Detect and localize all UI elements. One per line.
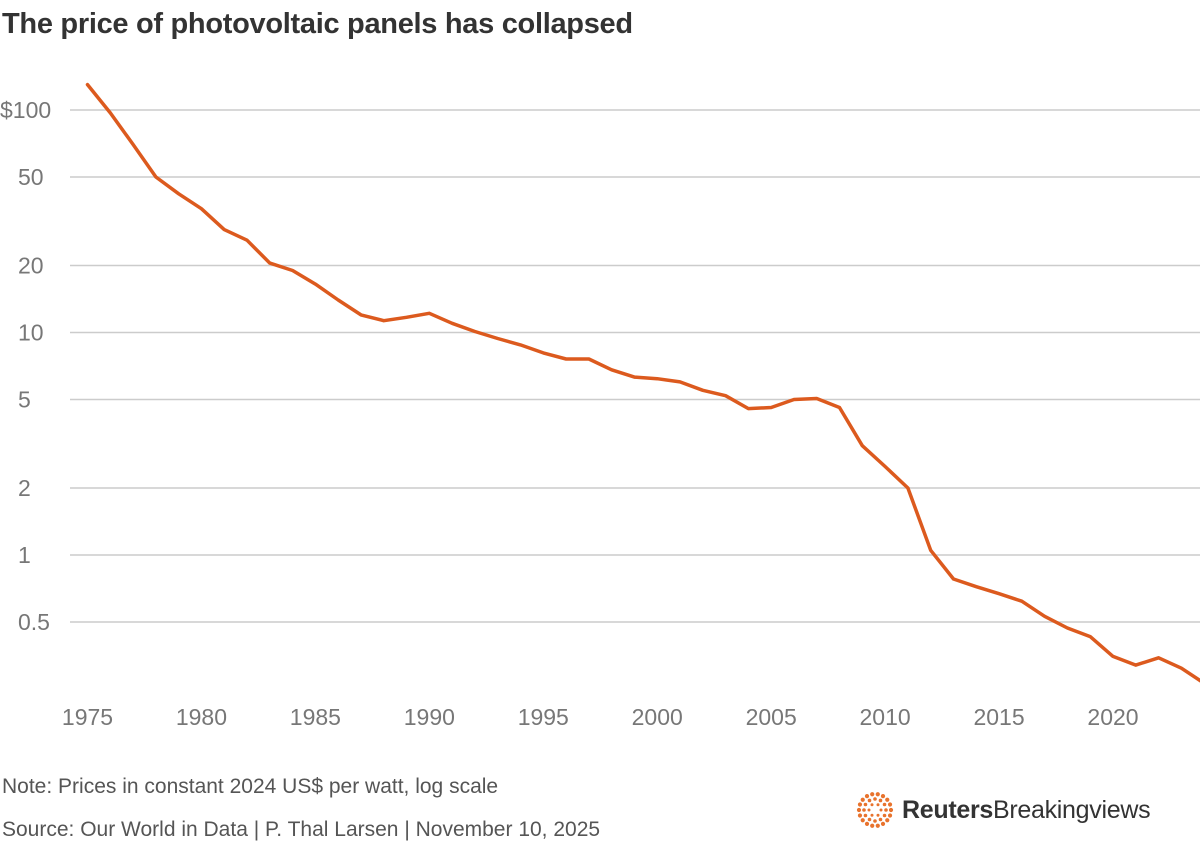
brand-primary: Reuters: [902, 795, 993, 824]
x-axis-labels: 1975 1980 1985 1990 1995 2000 2005 2010 2015 2020: [62, 704, 1139, 730]
y-tick-label: 10: [18, 320, 44, 346]
x-tick-label: 2005: [746, 704, 797, 730]
logo-dot: [880, 794, 886, 799]
logo-dot: [860, 797, 865, 802]
logo-dot: [887, 802, 893, 807]
logo-dot: [885, 797, 890, 802]
x-tick-label: 1980: [176, 704, 227, 730]
logo-dot: [870, 803, 874, 807]
x-tick-label: 1990: [404, 704, 455, 730]
logo-dot: [876, 803, 880, 807]
logo-dot: [862, 808, 866, 812]
y-axis-labels: $100 50 20 10 5 2 1 0.5: [0, 97, 51, 635]
logo-dot: [887, 813, 893, 818]
brand-name: ReutersBreakingviews: [902, 795, 1151, 825]
logo-dot: [879, 808, 883, 812]
y-tick-label: 0.5: [18, 609, 50, 635]
logo-dot: [878, 798, 883, 803]
logo-dot: [875, 792, 880, 797]
logo-dot: [863, 802, 868, 807]
logo-dot: [880, 821, 886, 826]
logo-dot: [873, 819, 877, 823]
logo-dot: [888, 807, 894, 813]
logo-dot: [875, 823, 880, 828]
logo-dot: [867, 798, 872, 803]
series-line: [85, 82, 1200, 683]
x-tick-label: 2015: [973, 704, 1024, 730]
logo-dot: [870, 823, 875, 828]
logo-dot: [870, 813, 874, 817]
logo-dot: [857, 813, 863, 818]
x-tick-label: 1995: [518, 704, 569, 730]
logo-dot: [870, 792, 875, 797]
brand-secondary: Breakingviews: [993, 795, 1151, 824]
y-tick-label: 2: [18, 475, 31, 501]
logo-dot: [884, 808, 888, 812]
y-tick-label: 5: [18, 386, 31, 412]
y-tick-label: 50: [18, 164, 44, 190]
chart-title: The price of photovoltaic panels has col…: [2, 8, 633, 40]
logo-dot: [864, 821, 870, 826]
logo-dot: [863, 813, 868, 818]
y-tick-label: $100: [0, 97, 51, 123]
logo-dot: [860, 818, 865, 823]
logo-dot: [857, 802, 863, 807]
data-series: [85, 82, 1200, 683]
x-tick-label: 1975: [62, 704, 113, 730]
logo-dot: [856, 807, 862, 813]
logo-dot: [864, 794, 870, 799]
y-tick-label: 1: [18, 542, 31, 568]
logo-dot: [876, 813, 880, 817]
logo-dot: [867, 817, 872, 822]
y-tick-label: 20: [18, 253, 44, 279]
x-tick-label: 2010: [860, 704, 911, 730]
logo-dot: [878, 817, 883, 822]
reuters-logo-icon: [856, 792, 894, 828]
logo-dot: [867, 808, 871, 812]
brand-logo: ReutersBreakingviews: [856, 791, 1151, 829]
logo-dot: [882, 813, 887, 818]
logo-dot: [873, 797, 877, 801]
chart-source: Source: Our World in Data | P. Thal Lars…: [2, 818, 601, 841]
x-tick-label: 2020: [1087, 704, 1138, 730]
chart-note: Note: Prices in constant 2024 US$ per wa…: [2, 775, 499, 798]
logo-dot: [885, 818, 890, 823]
x-tick-label: 1985: [290, 704, 341, 730]
logo-dot: [882, 802, 887, 807]
x-tick-label: 2000: [632, 704, 683, 730]
gridlines: [70, 109, 1200, 623]
